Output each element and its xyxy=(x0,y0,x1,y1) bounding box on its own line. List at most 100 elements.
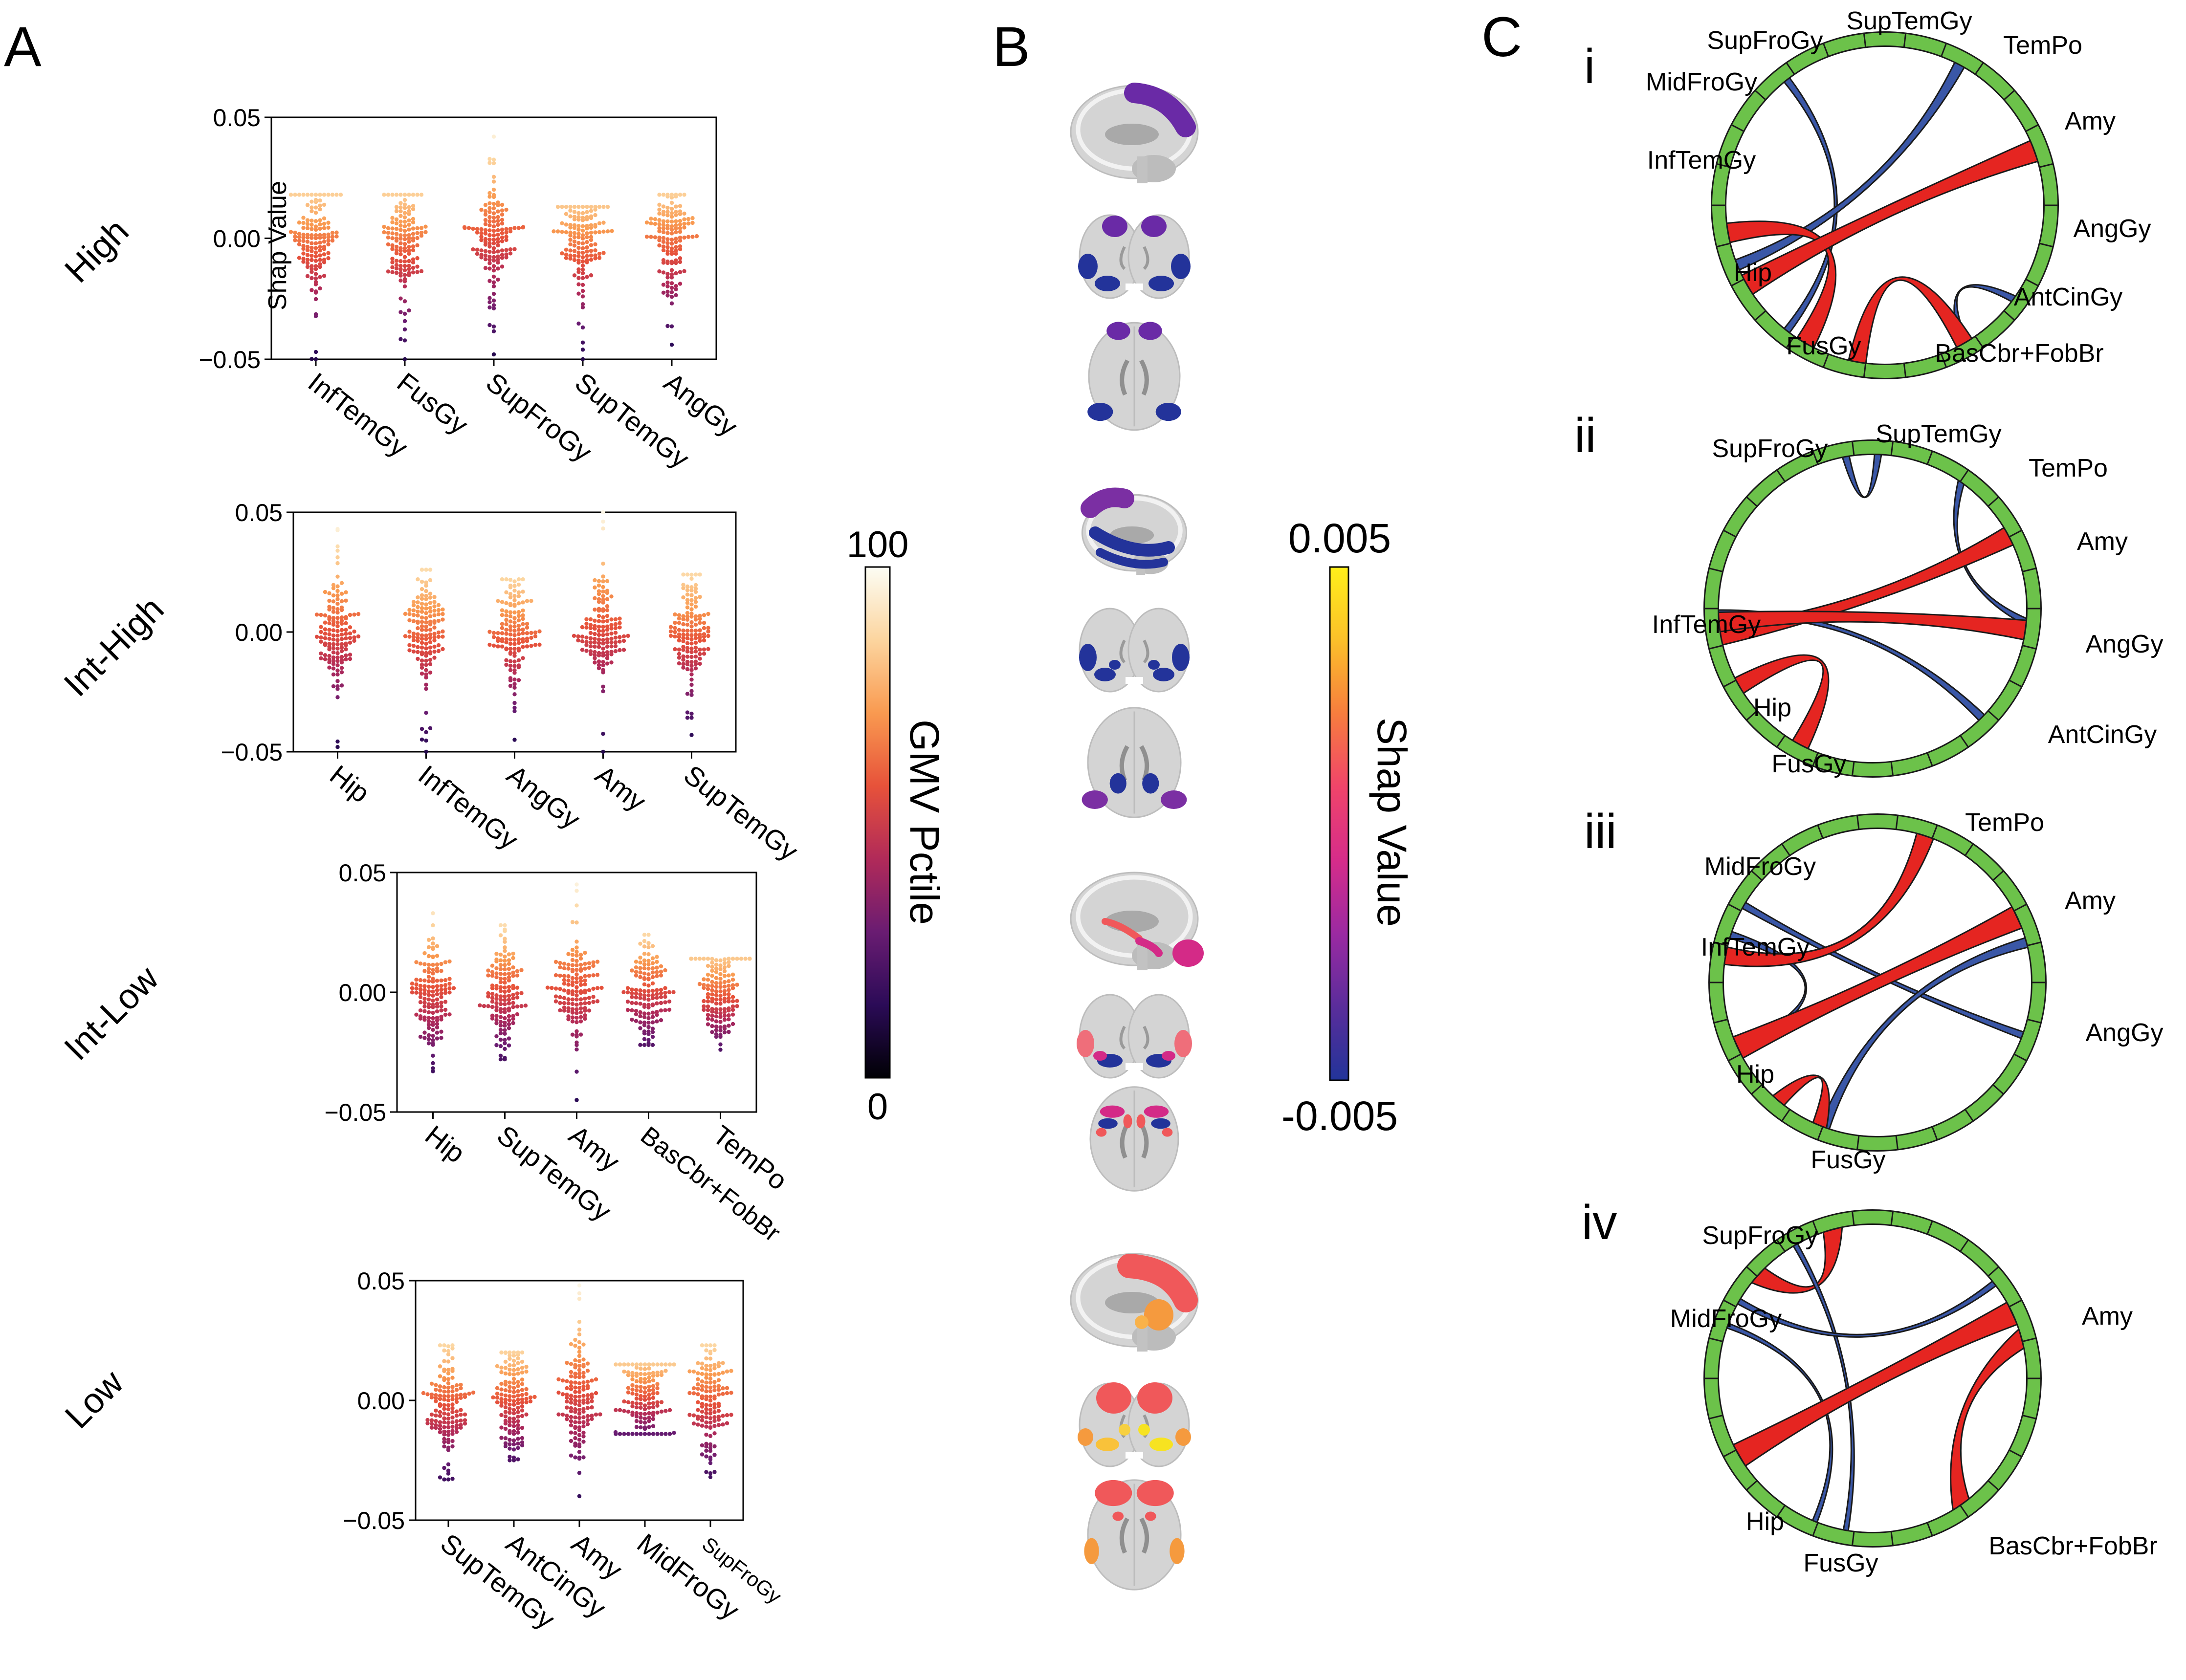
swarm-point xyxy=(348,640,353,645)
swarm-point xyxy=(712,1372,717,1376)
swarm-point xyxy=(439,978,443,983)
swarm-point xyxy=(407,267,411,271)
swarm-point xyxy=(487,279,492,283)
swarm-point xyxy=(439,1036,443,1040)
swarm-point xyxy=(511,1408,516,1412)
swarm-point xyxy=(520,1393,525,1397)
swarm-point xyxy=(431,1041,435,1046)
swarm-point xyxy=(326,256,331,261)
swarm-point xyxy=(555,229,560,234)
swarm-point xyxy=(331,606,336,610)
swarm-point xyxy=(601,732,605,736)
swarm-point xyxy=(511,1438,516,1443)
swarm-point xyxy=(407,634,412,639)
swarm-point xyxy=(331,655,336,660)
swarm-point xyxy=(486,973,490,978)
swarm-point xyxy=(642,997,647,1001)
swarm-point xyxy=(650,1015,655,1019)
swarm-point xyxy=(511,1381,516,1385)
chord-label-midfrogy: MidFroGy xyxy=(1670,1305,1782,1333)
swarm-point xyxy=(646,993,651,998)
swarm-point xyxy=(511,1350,516,1355)
swarm-point xyxy=(420,662,424,667)
swarm-point xyxy=(568,214,573,218)
swarm-point xyxy=(585,1369,590,1373)
ring-segment-divider xyxy=(2027,1019,2041,1024)
ring-segment-divider xyxy=(2039,242,2054,248)
swarm-point xyxy=(722,957,727,961)
swarm-point xyxy=(425,1421,430,1426)
ring-segment-divider xyxy=(1852,1531,1855,1546)
swarm-point xyxy=(500,631,505,635)
swarm-point xyxy=(630,1410,635,1415)
swarm-point xyxy=(323,589,328,594)
swarm-point xyxy=(573,1431,577,1435)
ring-segment-divider xyxy=(1812,752,1819,766)
sagittal-brain xyxy=(1070,83,1199,183)
swarm-point xyxy=(642,1407,647,1412)
swarm-point xyxy=(560,1392,565,1396)
swarm-point xyxy=(407,643,412,648)
swarm-point xyxy=(439,983,443,988)
swarm-point xyxy=(626,1432,631,1436)
swarm-point xyxy=(516,1380,520,1384)
swarm-point xyxy=(512,247,517,251)
swarm-point xyxy=(511,1442,516,1446)
swarm-point xyxy=(681,572,685,577)
swarm-point xyxy=(420,593,424,598)
swarm-point xyxy=(507,971,511,976)
swarm-point xyxy=(682,235,686,240)
swarm-point xyxy=(597,221,602,226)
swarm-point xyxy=(634,1396,639,1401)
swarm-point xyxy=(634,995,639,1000)
highlight-region xyxy=(1162,1051,1175,1061)
swarm-point xyxy=(578,962,583,967)
swarm-point xyxy=(508,637,513,642)
swarm-point xyxy=(301,260,306,264)
swarm-point xyxy=(569,1430,574,1435)
swarm-point xyxy=(646,1038,651,1042)
swarm-point xyxy=(418,995,423,999)
swarm-point xyxy=(335,602,340,606)
swarm-point xyxy=(685,617,690,622)
ring-segment-divider xyxy=(1890,762,1894,776)
swarm-point xyxy=(634,965,639,970)
swarm-point xyxy=(402,202,407,207)
swarm-point xyxy=(503,1426,508,1431)
highlight-region xyxy=(1093,1051,1107,1061)
swarm-point xyxy=(415,236,420,240)
swarm-point xyxy=(450,1343,455,1348)
swarm-point xyxy=(520,1370,525,1375)
swarm-point xyxy=(642,1394,647,1398)
swarm-point xyxy=(335,548,340,553)
swarm-point xyxy=(722,965,727,970)
swarm-point xyxy=(422,988,427,992)
swarm-point xyxy=(503,1031,507,1036)
swarm-point xyxy=(503,1393,508,1398)
swarm-point xyxy=(685,611,690,615)
swarm-point xyxy=(577,1385,582,1390)
swarm-point xyxy=(394,232,399,236)
ring-segment-divider xyxy=(1781,844,1790,856)
ring-segment-divider xyxy=(1746,496,1758,507)
swarm-point xyxy=(498,976,503,981)
swarm-point xyxy=(597,251,602,256)
swarm-point xyxy=(394,221,399,226)
swarm-point xyxy=(494,1021,499,1025)
swarm-point xyxy=(524,1396,529,1401)
ring-segment-divider xyxy=(1863,33,1867,47)
swarm-point xyxy=(503,1414,508,1418)
swarm-point xyxy=(677,647,682,652)
swarm-point xyxy=(661,223,666,227)
swarm-point xyxy=(500,644,505,649)
swarm-point xyxy=(691,1413,696,1418)
swarm-point xyxy=(327,605,331,609)
swarm-point xyxy=(301,193,306,197)
swarm-point xyxy=(508,632,513,637)
swarm-point xyxy=(495,1364,500,1369)
swarm-point xyxy=(580,233,585,238)
swarm-point xyxy=(626,1370,631,1375)
swarm-point xyxy=(454,1419,459,1423)
swarm-point xyxy=(696,1382,700,1387)
swarm-point xyxy=(644,220,649,225)
